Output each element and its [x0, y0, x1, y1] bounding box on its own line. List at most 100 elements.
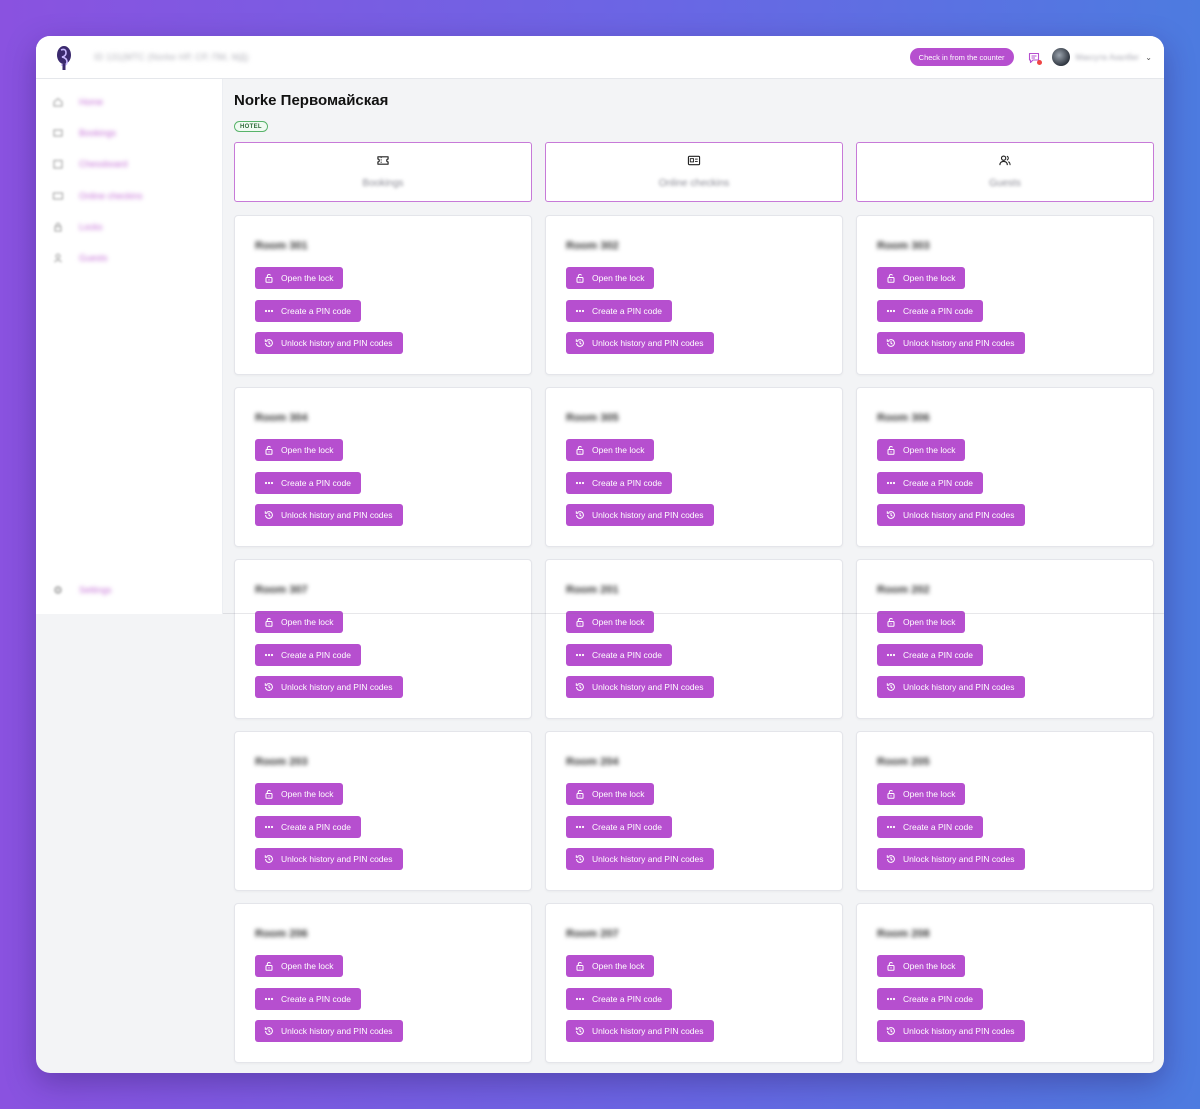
sidebar-item-label: Locks	[79, 222, 103, 232]
open-lock-button[interactable]: Open the lock	[566, 611, 655, 633]
sidebar-item-chessboard[interactable]: Chessboard	[53, 157, 128, 171]
dots-icon	[575, 997, 585, 1001]
create-pin-button[interactable]: Create a PIN code	[566, 300, 672, 322]
user-name[interactable]: Маєсута Ахалбег	[1075, 52, 1140, 62]
unlock-icon	[576, 445, 584, 455]
room-card: Room 202 Open the lock Create a PIN code Un…	[856, 559, 1154, 719]
button-label: Create a PIN code	[281, 478, 351, 488]
calendar-icon	[53, 160, 63, 169]
room-card: Room 201 Open the lock Create a PIN code Un…	[545, 559, 843, 719]
messages-icon[interactable]	[1028, 51, 1042, 65]
button-label: Create a PIN code	[903, 306, 973, 316]
open-lock-button[interactable]: Open the lock	[566, 783, 655, 805]
open-lock-button[interactable]: Open the lock	[255, 439, 344, 461]
unlock-history-button[interactable]: Unlock history and PIN codes	[877, 332, 1025, 354]
sidebar-item-online-checkins[interactable]: Online checkins	[53, 189, 143, 203]
room-card: Room 206 Open the lock Create a PIN code Un…	[234, 903, 532, 1063]
create-pin-button[interactable]: Create a PIN code	[877, 300, 983, 322]
button-label: Unlock history and PIN codes	[592, 854, 704, 864]
open-lock-button[interactable]: Open the lock	[566, 439, 655, 461]
room-name: Room 302	[566, 240, 619, 252]
button-label: Open the lock	[592, 961, 645, 971]
unlock-history-button[interactable]: Unlock history and PIN codes	[877, 504, 1025, 526]
sidebar-item-settings[interactable]: Settings	[53, 583, 112, 597]
open-lock-button[interactable]: Open the lock	[566, 955, 655, 977]
button-label: Unlock history and PIN codes	[592, 682, 704, 692]
room-card: Room 305 Open the lock Create a PIN code Un…	[545, 387, 843, 547]
create-pin-button[interactable]: Create a PIN code	[877, 816, 983, 838]
button-label: Open the lock	[281, 273, 334, 283]
tab-guests[interactable]: Guests	[856, 142, 1154, 202]
create-pin-button[interactable]: Create a PIN code	[255, 644, 361, 666]
check-in-counter-button[interactable]: Check in from the counter	[909, 48, 1014, 66]
unlock-history-button[interactable]: Unlock history and PIN codes	[255, 332, 403, 354]
unlock-history-button[interactable]: Unlock history and PIN codes	[877, 848, 1025, 870]
open-lock-button[interactable]: Open the lock	[255, 783, 344, 805]
room-name: Room 207	[566, 928, 619, 940]
create-pin-button[interactable]: Create a PIN code	[255, 472, 361, 494]
open-lock-button[interactable]: Open the lock	[255, 267, 344, 289]
create-pin-button[interactable]: Create a PIN code	[877, 472, 983, 494]
unlock-history-button[interactable]: Unlock history and PIN codes	[877, 1020, 1025, 1042]
unlock-icon	[887, 789, 895, 799]
button-label: Open the lock	[903, 961, 956, 971]
unlock-history-button[interactable]: Unlock history and PIN codes	[566, 848, 714, 870]
open-lock-button[interactable]: Open the lock	[877, 955, 966, 977]
tab-online-checkins[interactable]: Online checkins	[545, 142, 843, 202]
open-lock-button[interactable]: Open the lock	[566, 267, 655, 289]
unlock-icon	[576, 617, 584, 627]
room-name: Room 206	[255, 928, 308, 940]
room-card: Room 203 Open the lock Create a PIN code Un…	[234, 731, 532, 891]
room-name: Room 201	[566, 584, 619, 596]
create-pin-button[interactable]: Create a PIN code	[566, 816, 672, 838]
chevron-down-icon[interactable]: ⌄	[1145, 52, 1152, 62]
unlock-history-button[interactable]: Unlock history and PIN codes	[255, 676, 403, 698]
unlock-history-button[interactable]: Unlock history and PIN codes	[566, 1020, 714, 1042]
button-label: Create a PIN code	[592, 478, 662, 488]
unlock-icon	[265, 789, 273, 799]
unlock-history-button[interactable]: Unlock history and PIN codes	[877, 676, 1025, 698]
create-pin-button[interactable]: Create a PIN code	[566, 988, 672, 1010]
history-icon	[886, 511, 895, 519]
create-pin-button[interactable]: Create a PIN code	[877, 644, 983, 666]
open-lock-button[interactable]: Open the lock	[877, 611, 966, 633]
sidebar-item-guests[interactable]: Guests	[53, 251, 108, 265]
avatar[interactable]	[1051, 48, 1070, 66]
button-label: Unlock history and PIN codes	[903, 510, 1015, 520]
button-label: Open the lock	[281, 789, 334, 799]
create-pin-button[interactable]: Create a PIN code	[255, 816, 361, 838]
open-lock-button[interactable]: Open the lock	[255, 955, 344, 977]
create-pin-button[interactable]: Create a PIN code	[566, 472, 672, 494]
unlock-icon	[576, 789, 584, 799]
unlock-history-button[interactable]: Unlock history and PIN codes	[566, 504, 714, 526]
unlock-history-button[interactable]: Unlock history and PIN codes	[255, 1020, 403, 1042]
gear-icon	[54, 586, 62, 594]
sidebar-item-home[interactable]: Home	[53, 95, 103, 109]
create-pin-button[interactable]: Create a PIN code	[877, 988, 983, 1010]
open-lock-button[interactable]: Open the lock	[877, 267, 966, 289]
history-icon	[264, 683, 273, 691]
history-icon	[264, 339, 273, 347]
tab-bookings[interactable]: Bookings	[234, 142, 532, 202]
unlock-history-button[interactable]: Unlock history and PIN codes	[566, 676, 714, 698]
room-name: Room 301	[255, 240, 308, 252]
open-lock-button[interactable]: Open the lock	[255, 611, 344, 633]
users-icon	[999, 155, 1011, 166]
sidebar-item-locks[interactable]: Locks	[53, 220, 103, 234]
unlock-history-button[interactable]: Unlock history and PIN codes	[255, 504, 403, 526]
brand-logo[interactable]	[53, 42, 75, 72]
unlock-history-button[interactable]: Unlock history and PIN codes	[566, 332, 714, 354]
sidebar-item-label: Bookings	[79, 128, 117, 138]
open-lock-button[interactable]: Open the lock	[877, 783, 966, 805]
room-card: Room 307 Open the lock Create a PIN code Un…	[234, 559, 532, 719]
open-lock-button[interactable]: Open the lock	[877, 439, 966, 461]
unlock-history-button[interactable]: Unlock history and PIN codes	[255, 848, 403, 870]
create-pin-button[interactable]: Create a PIN code	[255, 988, 361, 1010]
dots-icon	[886, 309, 896, 313]
create-pin-button[interactable]: Create a PIN code	[255, 300, 361, 322]
sidebar-item-bookings[interactable]: Bookings	[53, 126, 116, 140]
tab-label: Online checkins	[658, 178, 730, 189]
create-pin-button[interactable]: Create a PIN code	[566, 644, 672, 666]
button-label: Create a PIN code	[903, 994, 973, 1004]
organization-title[interactable]: ID 131(МТС (Norke НР, СР, ПМ, МД)	[94, 52, 249, 62]
